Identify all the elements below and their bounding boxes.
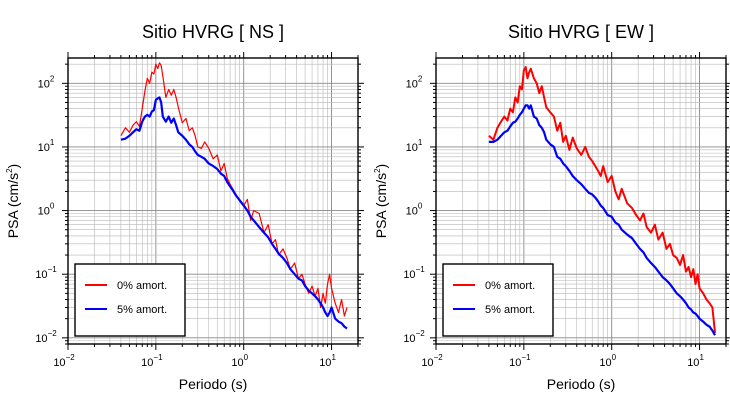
- series-line-damped: [120, 96, 348, 330]
- x-tick-label-base: 10: [599, 357, 611, 369]
- y-tick-label-exp: −1: [48, 265, 58, 274]
- x-tick-label-base: 10: [421, 357, 433, 369]
- y-tick-label: 10−1: [403, 265, 425, 281]
- legend-box: [74, 263, 186, 337]
- y-tick-label-exp: −2: [416, 329, 426, 338]
- legend: 0% amort. 5% amort.: [74, 263, 186, 337]
- x-tick-label-exp: 0: [244, 353, 249, 362]
- x-tick-label-exp: −2: [434, 353, 444, 362]
- plot-frame: [67, 57, 359, 345]
- y-axis-label: PSA (cm/s2): [373, 164, 389, 238]
- y-axis-label: PSA (cm/s2): [5, 164, 21, 238]
- y-tick-label: 10−1: [35, 265, 57, 281]
- legend-label: 0% amort.: [485, 280, 535, 292]
- legend: 0% amort. 5% amort.: [442, 263, 554, 337]
- axis-ticks: [62, 52, 364, 350]
- x-tick-label: 10−1: [141, 353, 163, 369]
- y-tick-label-exp: 2: [418, 74, 423, 83]
- plot-frame: [435, 57, 727, 345]
- x-axis-label: Periodo (s): [179, 376, 247, 392]
- x-tick-label: 10−2: [53, 353, 75, 369]
- y-tick-label-exp: −1: [416, 265, 426, 274]
- y-tick-label-base: 10: [38, 206, 50, 218]
- y-tick-label-exp: −2: [48, 329, 58, 338]
- x-tick-label-exp: 1: [699, 353, 704, 362]
- x-tick-label-base: 10: [319, 357, 331, 369]
- x-tick-label-base: 10: [509, 357, 521, 369]
- x-tick-label: 10−2: [421, 353, 443, 369]
- y-tick-label: 102: [38, 74, 55, 90]
- y-tick-label-exp: 1: [418, 138, 423, 147]
- y-axis-label-main: PSA (cm/s: [5, 173, 21, 238]
- y-axis-label-end: ): [5, 164, 21, 169]
- y-tick-label-base: 10: [403, 269, 415, 281]
- y-tick-label-exp: 1: [50, 138, 55, 147]
- x-tick-label: 100: [231, 353, 248, 369]
- y-tick-label: 101: [38, 138, 55, 154]
- y-tick-label-base: 10: [406, 78, 418, 90]
- chart-title: Sitio HVRG [ NS ]: [142, 22, 284, 42]
- legend-box: [442, 263, 554, 337]
- x-tick-label-base: 10: [141, 357, 153, 369]
- x-tick-label-exp: −1: [521, 353, 531, 362]
- series-line-damped: [488, 104, 716, 336]
- x-tick-label-exp: −1: [153, 353, 163, 362]
- y-tick-label: 100: [406, 202, 423, 218]
- y-tick-label: 101: [406, 138, 423, 154]
- y-tick-label-exp: 0: [418, 202, 423, 211]
- x-tick-label: 101: [319, 353, 336, 369]
- x-axis-label: Periodo (s): [547, 376, 615, 392]
- y-tick-label: 100: [38, 202, 55, 218]
- x-tick-label-exp: 1: [331, 353, 336, 362]
- x-tick-label-base: 10: [231, 357, 243, 369]
- legend-label: 5% amort.: [485, 304, 535, 316]
- y-tick-label-base: 10: [406, 206, 418, 218]
- grid: [67, 58, 359, 345]
- y-axis-label-sup: 2: [373, 168, 382, 173]
- legend-label: 0% amort.: [117, 280, 167, 292]
- x-tick-label: 101: [687, 353, 704, 369]
- series-line-undamped: [488, 66, 717, 333]
- y-tick-label-base: 10: [38, 78, 50, 90]
- axis-ticks: [430, 52, 730, 350]
- x-tick-label-base: 10: [687, 357, 699, 369]
- y-tick-label-base: 10: [38, 142, 50, 154]
- chart-title: Sitio HVRG [ EW ]: [508, 22, 654, 42]
- x-tick-label-base: 10: [53, 357, 65, 369]
- y-axis-label-end: ): [373, 164, 389, 169]
- y-axis-label-main: PSA (cm/s: [373, 173, 389, 238]
- x-tick-label-exp: −2: [66, 353, 76, 362]
- y-tick-label-base: 10: [403, 333, 415, 345]
- y-tick-label-base: 10: [35, 269, 47, 281]
- y-tick-label-base: 10: [35, 333, 47, 345]
- y-tick-label: 10−2: [403, 329, 425, 345]
- y-tick-label-exp: 2: [50, 74, 55, 83]
- y-tick-label: 102: [406, 74, 423, 90]
- y-axis-label-sup: 2: [5, 168, 14, 173]
- legend-label: 5% amort.: [117, 304, 167, 316]
- x-tick-label: 10−1: [509, 353, 531, 369]
- y-tick-label-base: 10: [406, 142, 418, 154]
- x-tick-label-exp: 0: [612, 353, 617, 362]
- x-tick-label: 100: [599, 353, 616, 369]
- y-tick-label-exp: 0: [50, 202, 55, 211]
- y-tick-label: 10−2: [35, 329, 57, 345]
